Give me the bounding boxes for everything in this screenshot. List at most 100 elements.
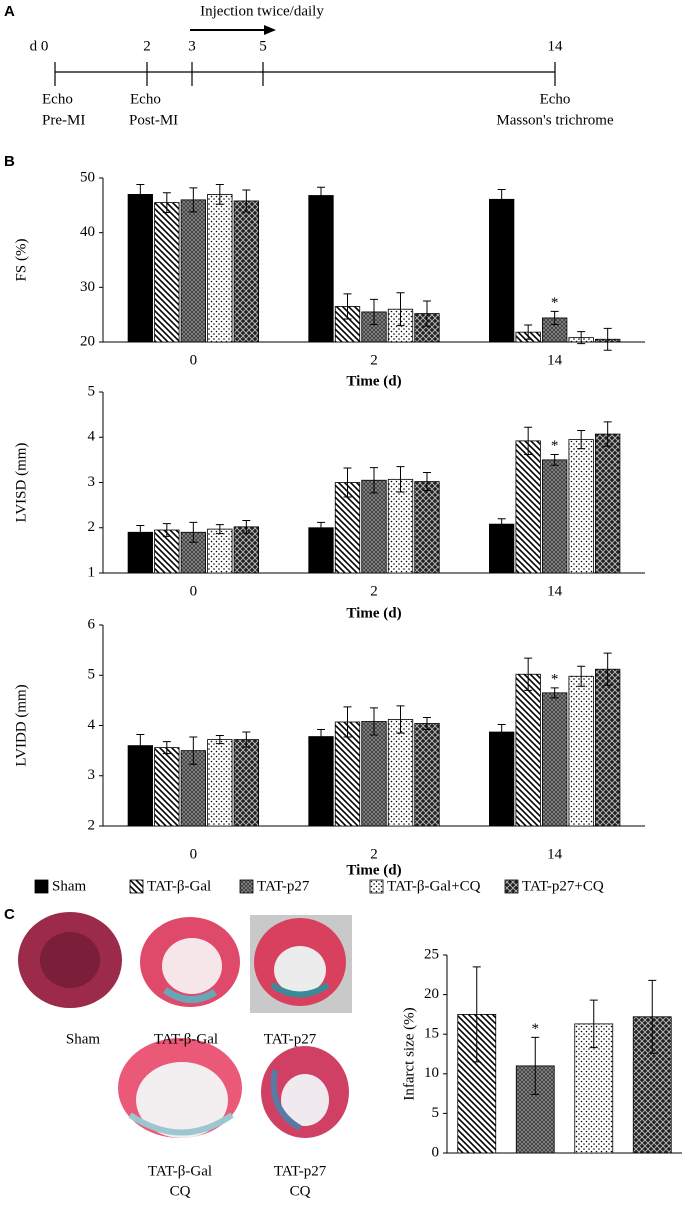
bar <box>568 439 594 574</box>
error-bar <box>189 521 198 543</box>
error-bar <box>550 453 559 466</box>
error-bar <box>317 729 325 745</box>
error-bar <box>603 327 612 351</box>
timeline-tick-label: 3 <box>188 38 196 54</box>
x-axis-label: Time (d) <box>346 373 401 389</box>
error-bar <box>162 192 171 213</box>
error-bar <box>189 187 198 213</box>
significance-mark: * <box>551 438 559 454</box>
error-bar <box>603 652 612 686</box>
error-bar <box>603 421 612 447</box>
x-tick-label: 14 <box>547 352 563 368</box>
panel-label: C <box>4 906 15 923</box>
event-label: Echo <box>540 91 571 107</box>
legend-swatch <box>239 879 254 894</box>
error-bar <box>215 524 224 535</box>
y-axis-label: FS (%) <box>13 239 29 282</box>
photo-label: TAT-p27 <box>274 1163 327 1179</box>
bar <box>207 739 233 827</box>
error-bar <box>136 184 145 205</box>
photo-tat-gal-cavity <box>162 938 222 994</box>
y-tick-label: 40 <box>80 224 95 240</box>
event-label: Masson's trichrome <box>496 112 614 128</box>
y-tick-label: 4 <box>88 429 96 445</box>
error-bar <box>589 999 598 1049</box>
error-bar <box>215 184 224 205</box>
error-bar <box>531 1036 540 1095</box>
error-bar <box>497 188 506 210</box>
error-bar <box>162 741 171 755</box>
x-tick-label: 0 <box>190 352 198 368</box>
bar <box>233 200 259 343</box>
photo-scar <box>128 1112 234 1136</box>
photos <box>18 912 352 1138</box>
bar <box>595 668 621 827</box>
error-bar <box>343 293 352 320</box>
legend-swatch <box>369 879 384 894</box>
y-tick-label: 25 <box>424 946 439 962</box>
error-bar <box>370 707 378 736</box>
y-tick-label: 4 <box>88 717 96 733</box>
error-bar <box>524 426 533 455</box>
y-axis-label: LVIDD (mm) <box>13 684 29 766</box>
event-label: Echo <box>42 91 73 107</box>
error-bar <box>396 705 405 734</box>
error-bar <box>343 467 352 498</box>
legend-label: TAT-β-Gal+CQ <box>387 878 481 894</box>
photo-label: TAT-p27 <box>264 1031 317 1047</box>
x-tick-label: 14 <box>547 846 563 862</box>
photo-scar <box>162 987 217 1003</box>
y-tick-label: 3 <box>88 767 96 783</box>
bar <box>387 478 414 574</box>
legend-swatch <box>504 879 519 894</box>
y-tick-label: 10 <box>424 1065 439 1081</box>
legend-swatch <box>129 879 144 894</box>
error-bar <box>423 300 431 327</box>
x-tick-label: 0 <box>190 846 198 862</box>
y-tick-label: 5 <box>88 383 96 399</box>
photo-label: TAT-β-Gal <box>148 1163 212 1179</box>
panel-label: A <box>4 3 15 20</box>
panel-label: B <box>4 153 15 170</box>
bar <box>515 673 541 827</box>
error-bar <box>370 467 378 494</box>
error-bar <box>577 665 586 687</box>
timeline-tick-label: d 0 <box>30 38 49 54</box>
event-label: Pre-MI <box>42 112 85 128</box>
bar <box>489 523 515 574</box>
error-bar <box>550 687 559 699</box>
bar <box>361 479 387 574</box>
y-tick-label: 20 <box>80 333 95 349</box>
error-bar <box>577 331 586 345</box>
bar <box>207 528 233 574</box>
y-tick-label: 1 <box>88 564 96 580</box>
photo-scar <box>270 1069 302 1131</box>
bar <box>542 459 568 574</box>
bar <box>414 481 440 574</box>
y-tick-label: 0 <box>432 1144 440 1160</box>
error-bar <box>370 298 378 326</box>
bar <box>308 195 334 343</box>
timeline-tick-label: 5 <box>259 38 267 54</box>
bar <box>568 675 594 827</box>
y-tick-label: 3 <box>88 474 96 490</box>
significance-mark: * <box>551 295 559 311</box>
bar <box>334 721 361 827</box>
error-bar <box>162 523 171 537</box>
error-bar <box>189 736 198 765</box>
bar <box>154 202 180 343</box>
error-bar <box>396 292 405 327</box>
y-axis-label: Infarct size (%) <box>401 1007 417 1100</box>
bar <box>233 526 259 574</box>
error-bar <box>472 966 481 1063</box>
bar <box>127 193 153 343</box>
error-bar <box>648 979 657 1054</box>
x-tick-label: 0 <box>190 583 198 599</box>
error-bar <box>423 472 431 492</box>
y-tick-label: 6 <box>88 616 96 632</box>
error-bar <box>343 706 352 738</box>
event-label: Echo <box>130 91 161 107</box>
timeline-tick-label: 2 <box>143 38 151 54</box>
photo-tat-gal-cq-cavity <box>136 1062 228 1138</box>
